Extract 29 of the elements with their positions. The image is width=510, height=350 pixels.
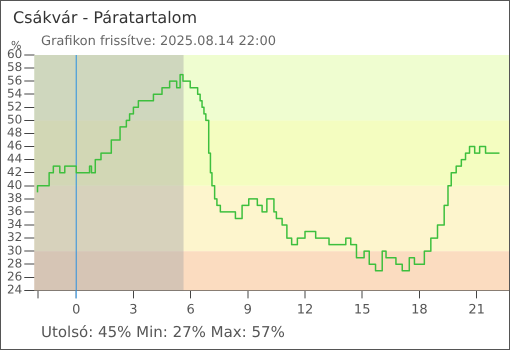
y-tick-label: 32: [6, 230, 22, 244]
y-tick-label: 28: [6, 256, 22, 270]
x-tick-label: 9: [244, 302, 252, 318]
y-tick-label: 36: [6, 204, 22, 218]
y-tick-label: 42: [6, 164, 22, 179]
y-tick-label: 44: [6, 152, 22, 166]
x-tick-label: 3: [129, 302, 138, 318]
text: Utolsó: 45% Min: 27% Max: 57%: [41, 323, 285, 341]
y-tick-label: 52: [6, 99, 22, 114]
y-tick-label: 24: [6, 282, 22, 297]
y-tick-label: 46: [6, 138, 22, 153]
y-tick-label: 34: [6, 217, 22, 232]
y-tick-label: 40: [6, 178, 22, 192]
x-tick-label: 12: [296, 302, 314, 318]
x-tick-label: 6: [186, 302, 195, 318]
y-tick-label: 54: [6, 86, 22, 100]
y-tick-label: 26: [6, 269, 22, 284]
y-tick-label: 30: [6, 243, 22, 258]
x-tick-label: 15: [354, 302, 370, 318]
x-tick-label: 0: [72, 302, 80, 318]
y-tick-label: 58: [6, 60, 22, 74]
y-tick-label: 38: [6, 190, 22, 205]
y-tick-label: 50: [6, 112, 22, 127]
y-tick-label: 48: [6, 126, 22, 140]
x-tick-label: 21: [468, 302, 485, 318]
chart-subtitle: Grafikon frissítve: 2025.08.14 22:00: [41, 34, 276, 49]
x-tick-label: 18: [411, 302, 428, 318]
y-tick-label: 56: [6, 73, 22, 88]
chart-title: Csákvár - Páratartalom: [13, 8, 198, 27]
